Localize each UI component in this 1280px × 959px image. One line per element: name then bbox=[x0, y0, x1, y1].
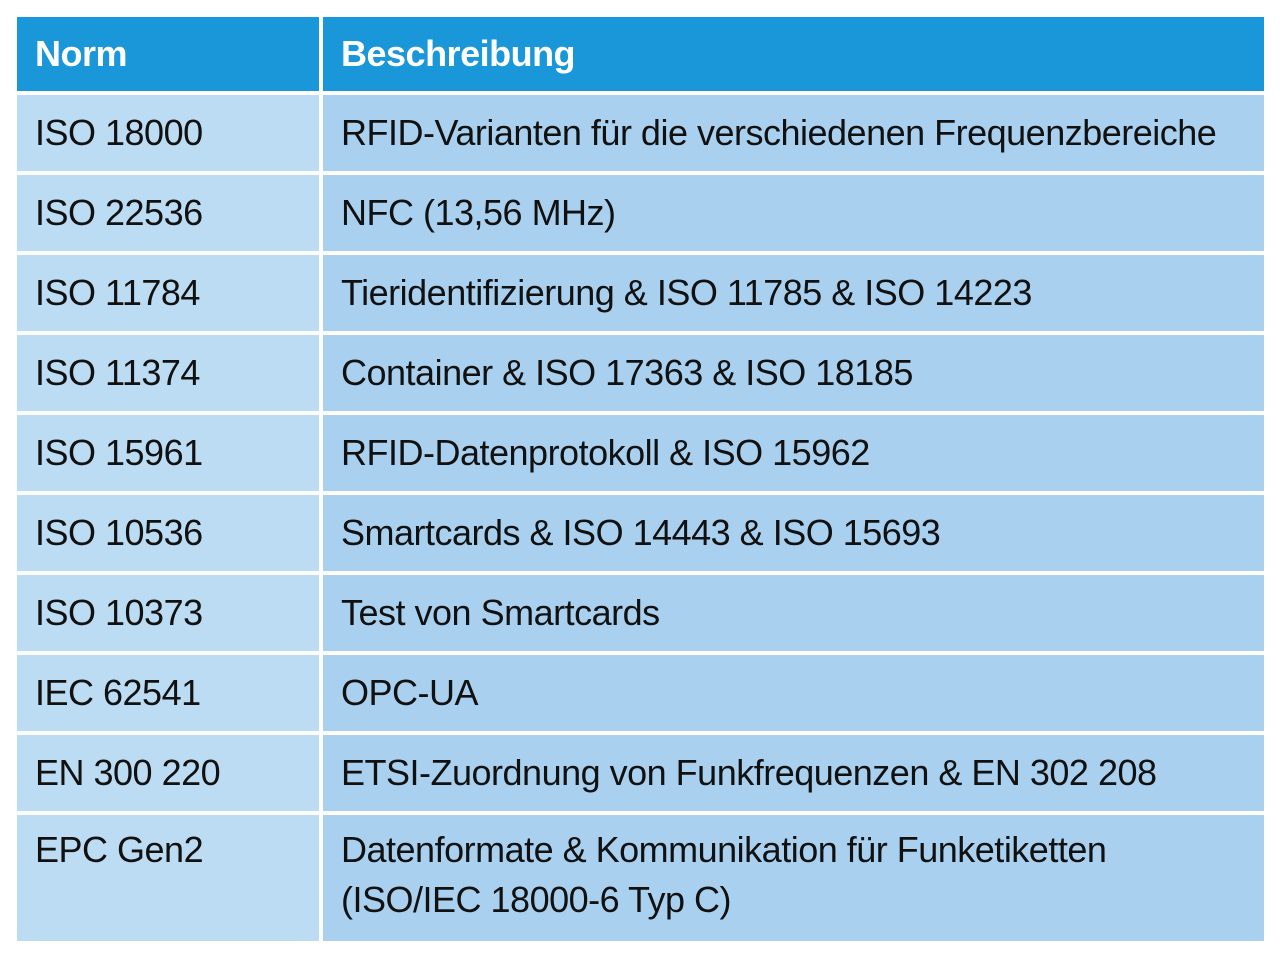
table-row: ISO 11784 Tieridentifizierung & ISO 1178… bbox=[17, 255, 1264, 331]
norm-cell: IEC 62541 bbox=[17, 655, 319, 731]
norm-cell: EPC Gen2 bbox=[17, 815, 319, 941]
norm-value: ISO 22536 bbox=[35, 192, 203, 233]
norm-value: IEC 62541 bbox=[35, 672, 201, 713]
description-value: Tieridentifizierung & ISO 11785 & ISO 14… bbox=[341, 272, 1032, 313]
norm-value: EN 300 220 bbox=[35, 752, 221, 793]
table-row: ISO 10373 Test von Smartcards bbox=[17, 575, 1264, 651]
description-cell: ETSI-Zuordnung von Funkfrequenzen & EN 3… bbox=[323, 735, 1264, 811]
description-value: NFC (13,56 MHz) bbox=[341, 192, 616, 233]
table-row: ISO 22536 NFC (13,56 MHz) bbox=[17, 175, 1264, 251]
table-row: ISO 18000 RFID-Varianten für die verschi… bbox=[17, 95, 1264, 171]
description-cell: Datenformate & Kommunikation für Funketi… bbox=[323, 815, 1264, 941]
table-row: IEC 62541 OPC-UA bbox=[17, 655, 1264, 731]
norm-value: ISO 11374 bbox=[35, 352, 200, 393]
norm-cell: ISO 15961 bbox=[17, 415, 319, 491]
table-row: ISO 10536 Smartcards & ISO 14443 & ISO 1… bbox=[17, 495, 1264, 571]
norm-value: ISO 10536 bbox=[35, 512, 203, 553]
header-description: Beschreibung bbox=[323, 17, 1264, 91]
standards-table: Norm Beschreibung ISO 18000 RFID-Variant… bbox=[17, 17, 1264, 941]
description-cell: RFID-Varianten für die verschiedenen Fre… bbox=[323, 95, 1264, 171]
header-description-label: Beschreibung bbox=[341, 33, 576, 74]
table-header-row: Norm Beschreibung bbox=[17, 17, 1264, 91]
description-cell: RFID-Datenprotokoll & ISO 15962 bbox=[323, 415, 1264, 491]
norm-cell: ISO 22536 bbox=[17, 175, 319, 251]
norm-value: ISO 11784 bbox=[35, 272, 200, 313]
description-value: Test von Smartcards bbox=[341, 592, 660, 633]
norm-value: EPC Gen2 bbox=[35, 829, 204, 870]
norm-value: ISO 10373 bbox=[35, 592, 203, 633]
norm-cell: ISO 11784 bbox=[17, 255, 319, 331]
table-row: ISO 11374 Container & ISO 17363 & ISO 18… bbox=[17, 335, 1264, 411]
norm-cell: ISO 11374 bbox=[17, 335, 319, 411]
header-norm-label: Norm bbox=[35, 33, 128, 74]
description-cell: Test von Smartcards bbox=[323, 575, 1264, 651]
description-cell: Smartcards & ISO 14443 & ISO 15693 bbox=[323, 495, 1264, 571]
description-value: RFID-Datenprotokoll & ISO 15962 bbox=[341, 432, 870, 473]
description-value: RFID-Varianten für die verschiedenen Fre… bbox=[341, 112, 1217, 153]
description-value: OPC-UA bbox=[341, 672, 479, 713]
norm-cell: ISO 18000 bbox=[17, 95, 319, 171]
description-value: Datenformate & Kommunikation für Funketi… bbox=[341, 829, 1107, 920]
table-row: EPC Gen2 Datenformate & Kommunikation fü… bbox=[17, 815, 1264, 941]
norm-cell: ISO 10536 bbox=[17, 495, 319, 571]
description-cell: OPC-UA bbox=[323, 655, 1264, 731]
norm-value: ISO 15961 bbox=[35, 432, 203, 473]
description-value: ETSI-Zuordnung von Funkfrequenzen & EN 3… bbox=[341, 752, 1157, 793]
norm-cell: ISO 10373 bbox=[17, 575, 319, 651]
header-norm: Norm bbox=[17, 17, 319, 91]
norm-value: ISO 18000 bbox=[35, 112, 203, 153]
description-value: Smartcards & ISO 14443 & ISO 15693 bbox=[341, 512, 941, 553]
table-row: ISO 15961 RFID-Datenprotokoll & ISO 1596… bbox=[17, 415, 1264, 491]
norm-cell: EN 300 220 bbox=[17, 735, 319, 811]
description-cell: Container & ISO 17363 & ISO 18185 bbox=[323, 335, 1264, 411]
description-value: Container & ISO 17363 & ISO 18185 bbox=[341, 352, 913, 393]
table-row: EN 300 220 ETSI-Zuordnung von Funkfreque… bbox=[17, 735, 1264, 811]
description-cell: NFC (13,56 MHz) bbox=[323, 175, 1264, 251]
description-cell: Tieridentifizierung & ISO 11785 & ISO 14… bbox=[323, 255, 1264, 331]
